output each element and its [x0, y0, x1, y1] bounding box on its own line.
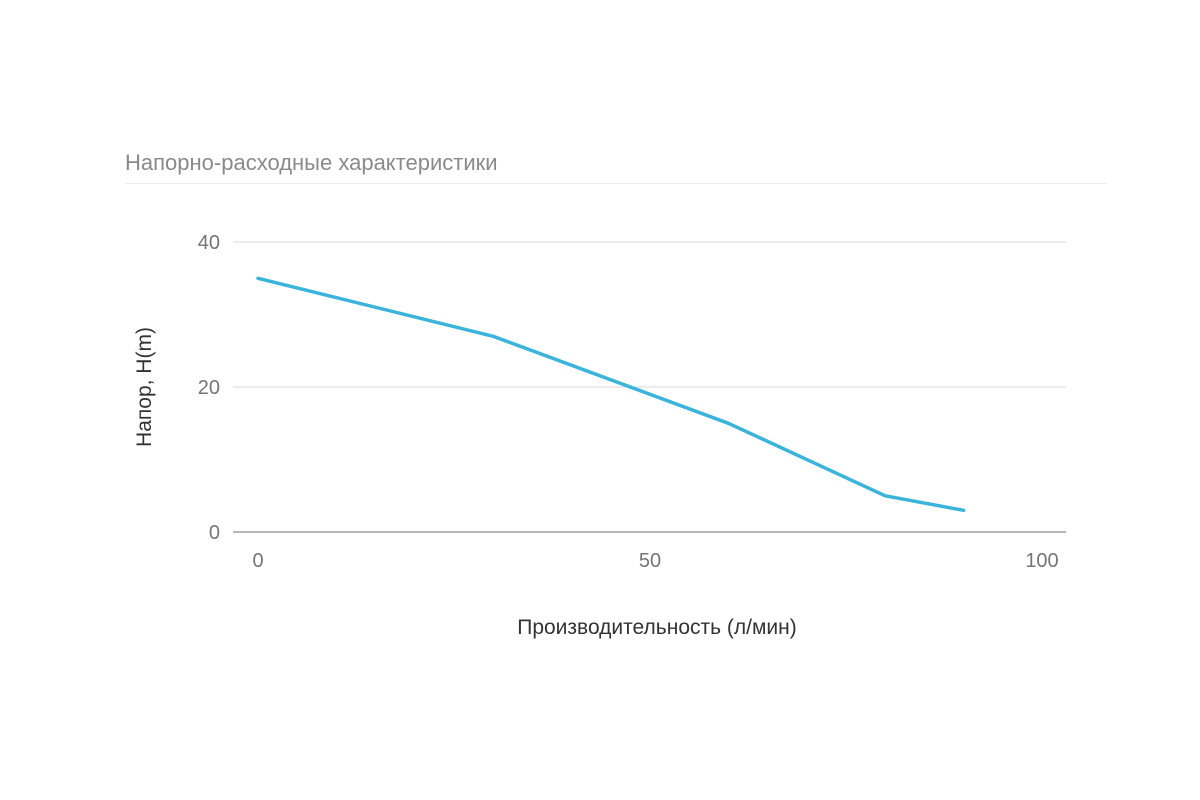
title-divider: [125, 183, 1107, 184]
x-tick-label: 50: [639, 550, 661, 572]
y-tick-label: 40: [198, 232, 220, 254]
gridlines: [233, 241, 1066, 533]
y-tick-label: 20: [198, 377, 220, 399]
series-lines: [256, 276, 966, 513]
x-tick-label: 0: [252, 550, 263, 572]
y-axis-title: Напор, H(m): [133, 327, 156, 447]
x-tick-label: 100: [1025, 550, 1058, 572]
y-tick-label: 0: [209, 522, 220, 544]
series-line: [256, 276, 966, 513]
x-axis-title: Производительность (л/мин): [517, 616, 797, 639]
tick-labels: 0 20 40 0 50 100: [198, 232, 1059, 572]
chart-title: Напорно-расходные характеристики: [125, 150, 498, 175]
